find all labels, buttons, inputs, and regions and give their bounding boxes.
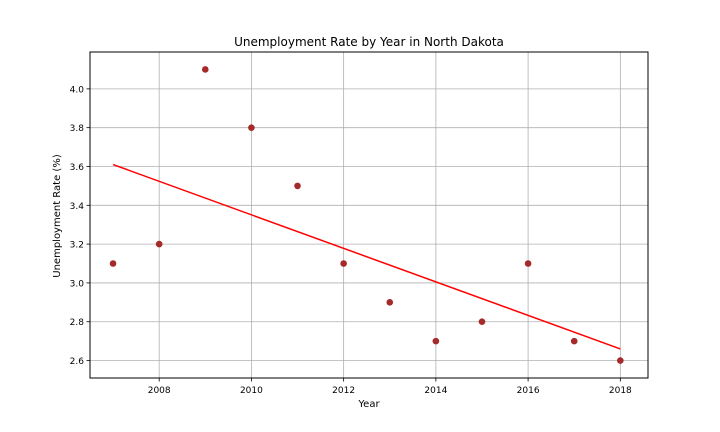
data-point (109, 260, 117, 267)
chart-title: Unemployment Rate by Year in North Dakot… (234, 35, 504, 49)
trend-line-group (112, 163, 621, 350)
x-tick-label: 2016 (517, 386, 540, 396)
y-tick-label: 3.8 (70, 124, 85, 134)
x-tick-label: 2018 (609, 386, 632, 396)
y-axis-ticks: 2.6 2.8 3.0 3.2 3.4 3.6 3.8 4.0 (70, 85, 90, 367)
data-point (294, 182, 301, 190)
y-tick-label: 3.6 (70, 163, 85, 173)
x-tick-label: 2012 (332, 386, 355, 396)
data-point (248, 124, 255, 131)
x-axis-label: Year (357, 399, 380, 410)
y-tick-label: 2.8 (70, 318, 85, 328)
y-tick-label: 3.4 (70, 202, 85, 212)
data-point (617, 357, 624, 364)
data-point (201, 66, 209, 73)
data-point (155, 240, 163, 248)
y-tick-label: 2.6 (70, 357, 85, 367)
y-tick-label: 4.0 (70, 85, 85, 95)
y-tick-label: 3.2 (70, 241, 84, 251)
x-tick-label: 2014 (424, 386, 447, 396)
data-point (340, 260, 347, 267)
grid-lines (90, 52, 648, 378)
x-tick-label: 2010 (240, 386, 263, 396)
data-point (432, 337, 440, 345)
plot-frame (89, 51, 649, 379)
data-point (524, 260, 532, 267)
trend-line (112, 163, 621, 350)
y-tick-label: 3.0 (70, 279, 85, 289)
x-axis-ticks: 2008 2010 2012 2014 2016 2018 (148, 378, 632, 396)
data-point (386, 299, 394, 306)
x-tick-label: 2008 (148, 386, 171, 396)
y-axis-label: Unemployment Rate (%) (52, 154, 63, 278)
data-points (109, 66, 624, 364)
data-point (478, 318, 486, 326)
data-point (570, 337, 578, 345)
